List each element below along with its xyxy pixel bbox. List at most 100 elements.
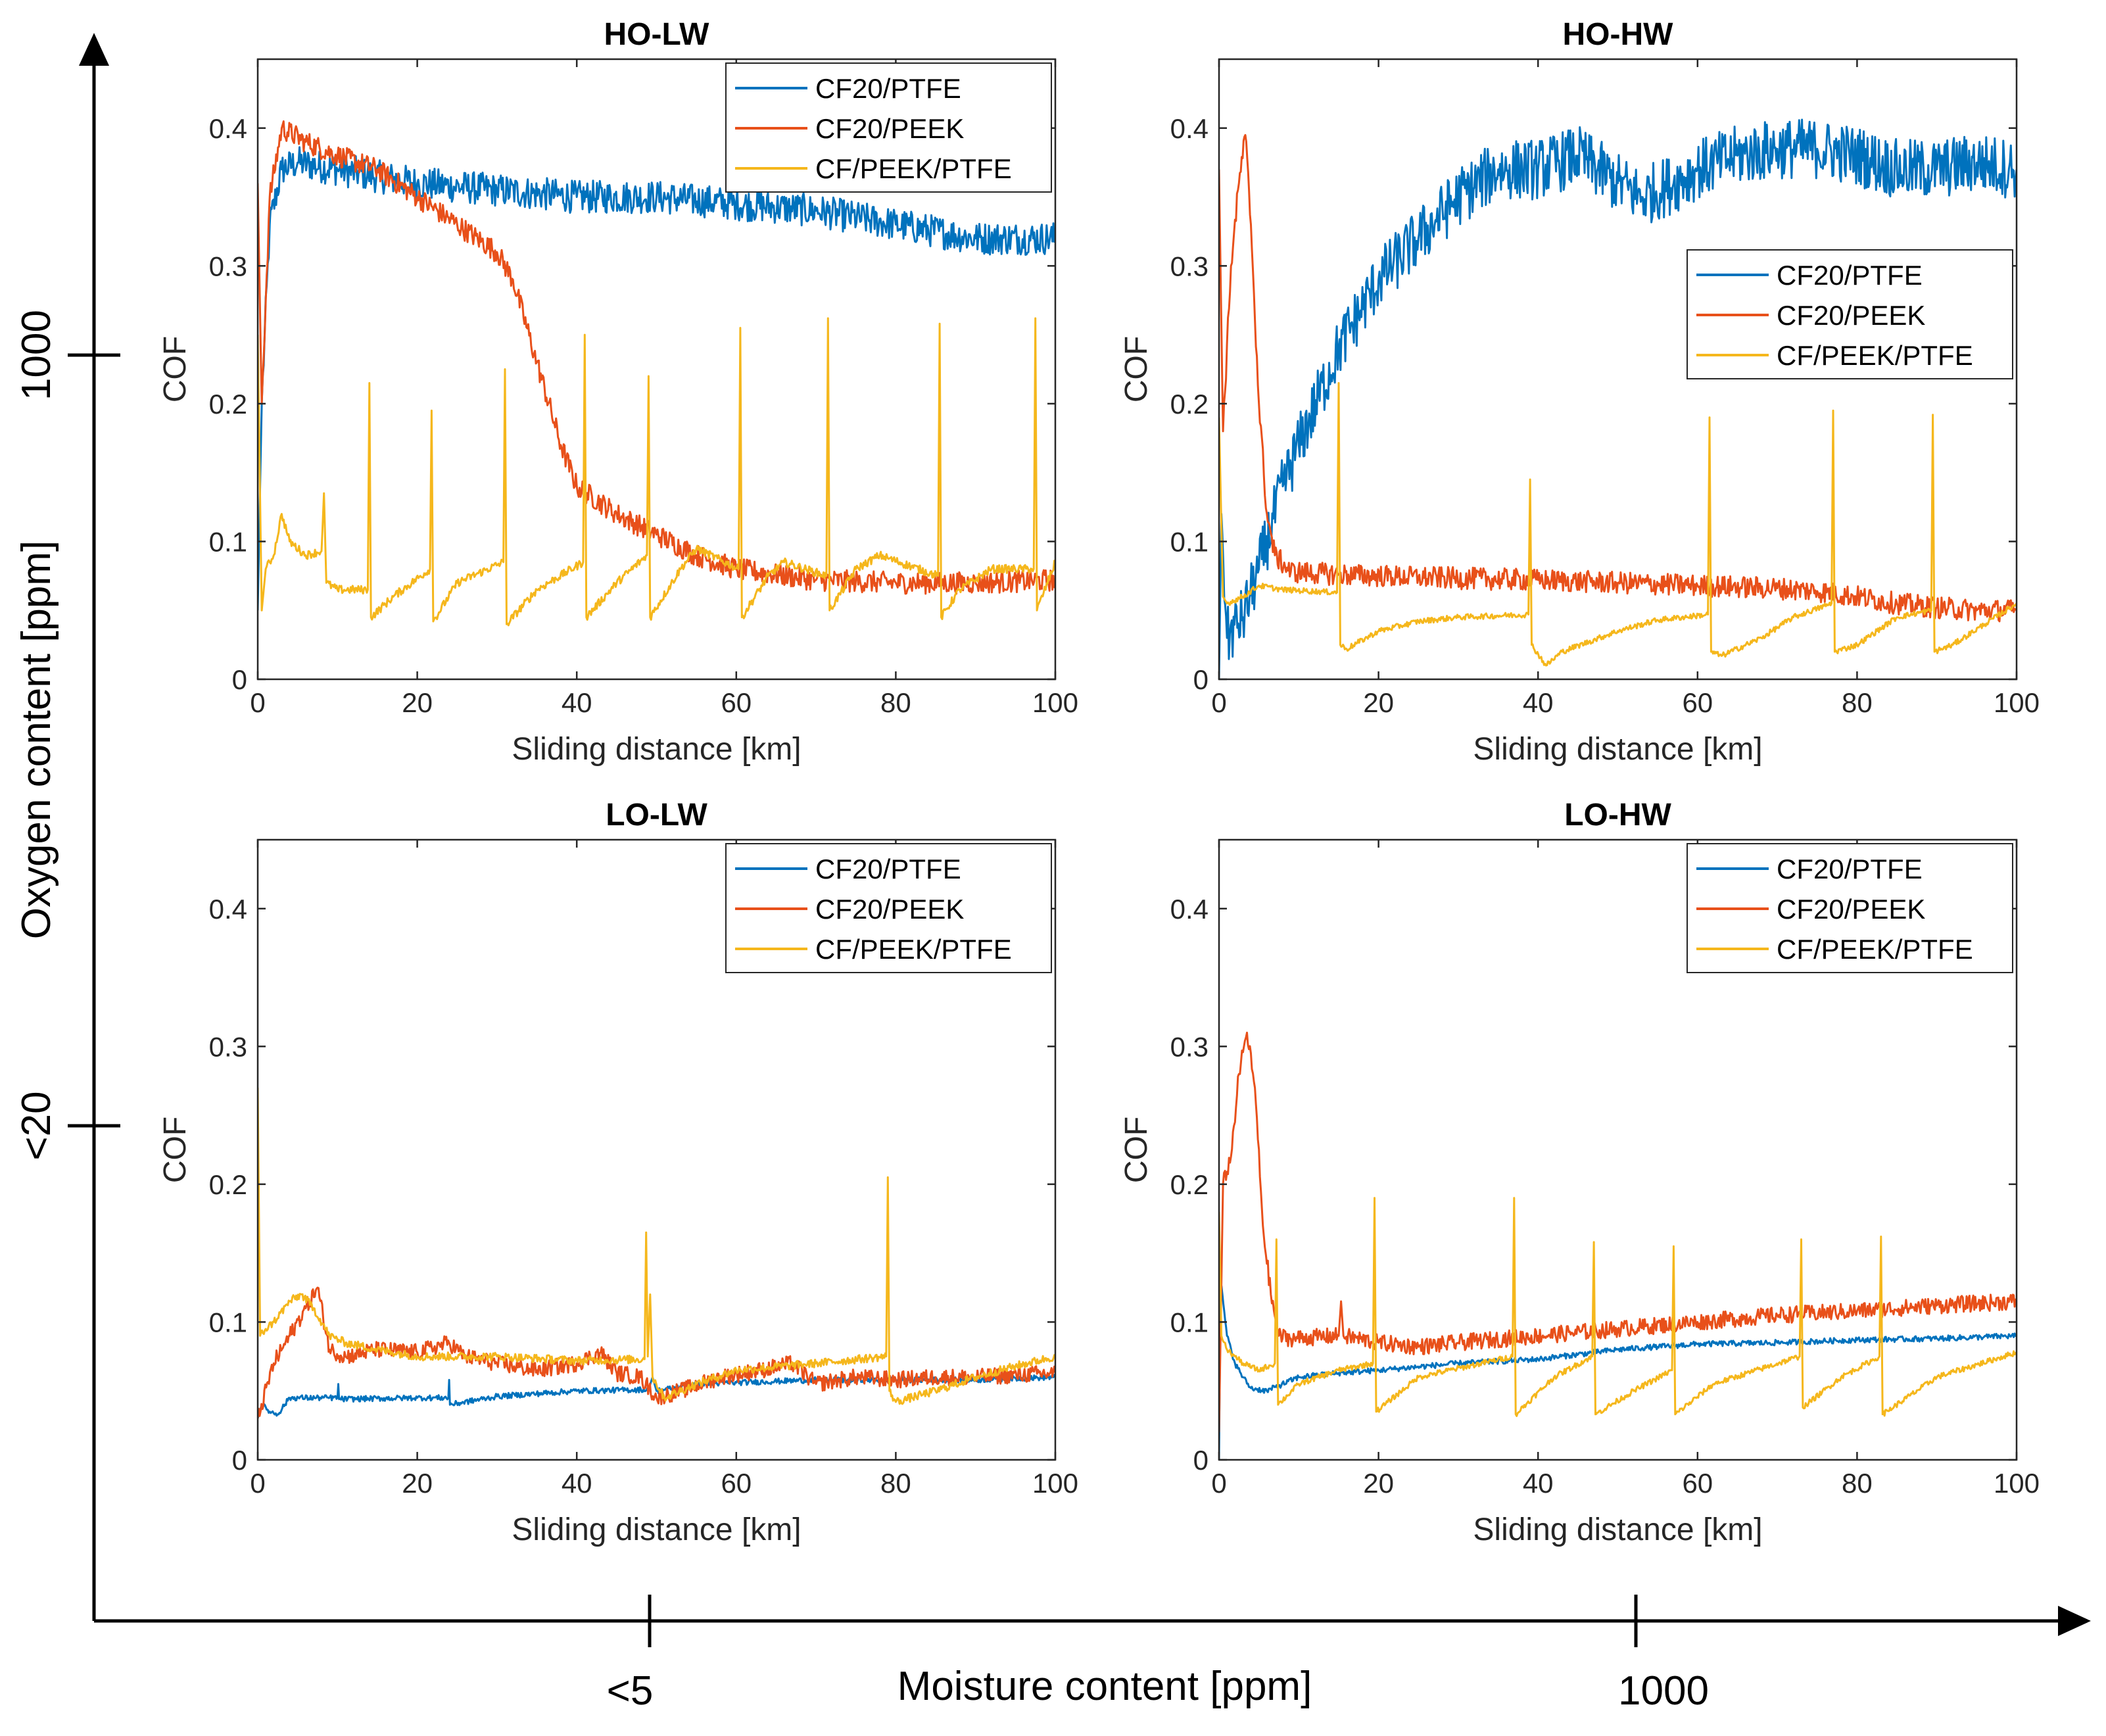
series-line-cf20-ptfe	[1219, 1280, 2017, 1460]
x-tick-label: 100	[1994, 1468, 2040, 1499]
x-tick-label: 80	[880, 1468, 911, 1499]
legend-label: CF/PEEK/PTFE	[815, 153, 1012, 184]
plot-frame	[1218, 838, 2018, 1461]
y-tick-label: 0.4	[1170, 894, 1209, 925]
x-tick-label: 80	[880, 687, 911, 718]
y-tick-label: 0	[232, 664, 247, 695]
legend: CF20/PTFE CF20/PEEK CF/PEEK/PTFE	[725, 62, 1052, 193]
y-tick-label: 0.3	[1170, 1031, 1209, 1062]
x-axis-label: Sliding distance [km]	[1473, 1512, 1762, 1547]
series-line-cf20-ptfe	[1219, 118, 2017, 679]
legend-label: CF20/PTFE	[1777, 260, 1923, 291]
y-tick-label: 0.2	[209, 1169, 247, 1200]
meta-x-title: Moisture content [ppm]	[897, 1664, 1312, 1709]
series-line-cf20-peek	[1219, 1031, 2017, 1433]
plot-frame	[256, 58, 1057, 681]
meta-x-tick-label-lt5: <5	[607, 1668, 654, 1714]
x-tick-label: 0	[1211, 1468, 1226, 1499]
panels: 0 20 40 60 80 100 0 0.1 0.2 0.3 0.4 HO-LW Sliding di…	[158, 17, 2040, 1547]
x-tick-label: 0	[1211, 687, 1226, 718]
plot-frame	[256, 838, 1057, 1461]
x-tick-label: 20	[402, 687, 433, 718]
y-tick-label: 0	[1193, 1445, 1209, 1476]
panel-title: HO-LW	[604, 17, 710, 52]
meta-x-tick-label-1000: 1000	[1618, 1668, 1709, 1714]
x-axis-label: Sliding distance [km]	[512, 732, 801, 767]
x-tick-label: 40	[1523, 687, 1554, 718]
y-tick-label: 0.1	[209, 1307, 247, 1338]
legend: CF20/PTFE CF20/PEEK CF/PEEK/PTFE	[1687, 843, 2013, 973]
series-line-cf-peek-ptfe	[1219, 1197, 2017, 1417]
panel-ho-hw: 0 20 40 60 80 100 0 0.1 0.2 0.3 0.4 HO-HW Sliding di…	[1119, 17, 2040, 767]
x-tick-label: 40	[1523, 1468, 1554, 1499]
x-tick-label: 40	[562, 687, 592, 718]
y-axis-label: COF	[1119, 1117, 1154, 1183]
x-axis-label: Sliding distance [km]	[512, 1512, 801, 1547]
series-group	[1219, 118, 2017, 679]
y-tick-label: 0.1	[209, 526, 247, 557]
panel-title: LO-LW	[606, 798, 707, 832]
meta-y-tick-label-1000: 1000	[14, 310, 59, 400]
y-tick-label: 0.2	[209, 389, 247, 420]
y-axis-label: COF	[158, 336, 193, 402]
series-line-cf-peek-ptfe	[258, 317, 1055, 627]
y-tick-label: 0.4	[1170, 113, 1209, 144]
legend-label: CF20/PEEK	[1777, 300, 1925, 331]
x-tick-label: 60	[721, 687, 752, 718]
series-line-cf20-peek	[258, 1286, 1055, 1419]
series-line-cf-peek-ptfe	[1219, 382, 2017, 667]
x-tick-label: 20	[1363, 687, 1394, 718]
y-tick-label: 0.3	[209, 251, 247, 281]
x-tick-label: 40	[562, 1468, 592, 1499]
x-tick-label: 60	[1682, 687, 1713, 718]
panel-title: LO-HW	[1564, 798, 1671, 832]
series-group	[258, 120, 1055, 627]
legend-label: CF/PEEK/PTFE	[1777, 934, 1973, 965]
plot-frame	[1218, 58, 2018, 681]
x-tick-label: 0	[250, 1468, 265, 1499]
y-tick-label: 0.2	[1170, 389, 1209, 420]
legend-label: CF20/PTFE	[815, 73, 961, 104]
x-tick-label: 20	[402, 1468, 433, 1499]
x-tick-label: 100	[1994, 687, 2040, 718]
meta-axes: 1000 <20 Oxygen content [ppm] <5 1000 Mo…	[14, 33, 2091, 1714]
meta-y-title: Oxygen content [ppm]	[14, 541, 59, 940]
legend-label: CF/PEEK/PTFE	[815, 934, 1012, 965]
series-line-cf20-peek	[258, 120, 1055, 595]
panel-lo-lw: 0 20 40 60 80 100 0 0.1 0.2 0.3 0.4 LO-LW Sliding di…	[158, 798, 1078, 1547]
legend-label: CF20/PEEK	[815, 113, 964, 144]
y-tick-label: 0.3	[209, 1031, 247, 1062]
x-axis-label: Sliding distance [km]	[1473, 732, 1762, 767]
meta-y-tick-label-lt20: <20	[14, 1091, 59, 1160]
y-axis-label: COF	[158, 1117, 193, 1183]
legend-label: CF20/PEEK	[815, 894, 964, 925]
legend-label: CF20/PTFE	[1777, 854, 1923, 884]
y-tick-label: 0.1	[1170, 526, 1209, 557]
legend: CF20/PTFE CF20/PEEK CF/PEEK/PTFE	[725, 843, 1052, 973]
meta-x-arrow	[2058, 1606, 2091, 1636]
y-axis-label: COF	[1119, 336, 1154, 402]
x-tick-label: 100	[1032, 687, 1078, 718]
x-tick-label: 60	[1682, 1468, 1713, 1499]
legend-label: CF20/PTFE	[815, 854, 961, 884]
x-tick-label: 60	[721, 1468, 752, 1499]
legend: CF20/PTFE CF20/PEEK CF/PEEK/PTFE	[1687, 249, 2013, 379]
panel-title: HO-HW	[1563, 17, 1674, 52]
y-tick-label: 0	[1193, 664, 1209, 695]
y-tick-label: 0.1	[1170, 1307, 1209, 1338]
y-tick-label: 0.4	[209, 113, 247, 144]
legend-label: CF/PEEK/PTFE	[1777, 340, 1973, 371]
y-tick-label: 0.3	[1170, 251, 1209, 281]
meta-y-arrow	[79, 33, 109, 66]
x-tick-label: 80	[1842, 687, 1873, 718]
series-line-cf20-peek	[1219, 133, 2017, 623]
x-tick-label: 80	[1842, 1468, 1873, 1499]
x-tick-label: 100	[1032, 1468, 1078, 1499]
panel-ho-lw: 0 20 40 60 80 100 0 0.1 0.2 0.3 0.4 HO-LW Sliding di…	[158, 17, 1078, 767]
legend-label: CF20/PEEK	[1777, 894, 1925, 925]
series-group	[1219, 1031, 2017, 1460]
panel-lo-hw: 0 20 40 60 80 100 0 0.1 0.2 0.3 0.4 LO-HW Sliding di…	[1119, 798, 2040, 1547]
y-tick-label: 0.4	[209, 894, 247, 925]
x-tick-label: 0	[250, 687, 265, 718]
